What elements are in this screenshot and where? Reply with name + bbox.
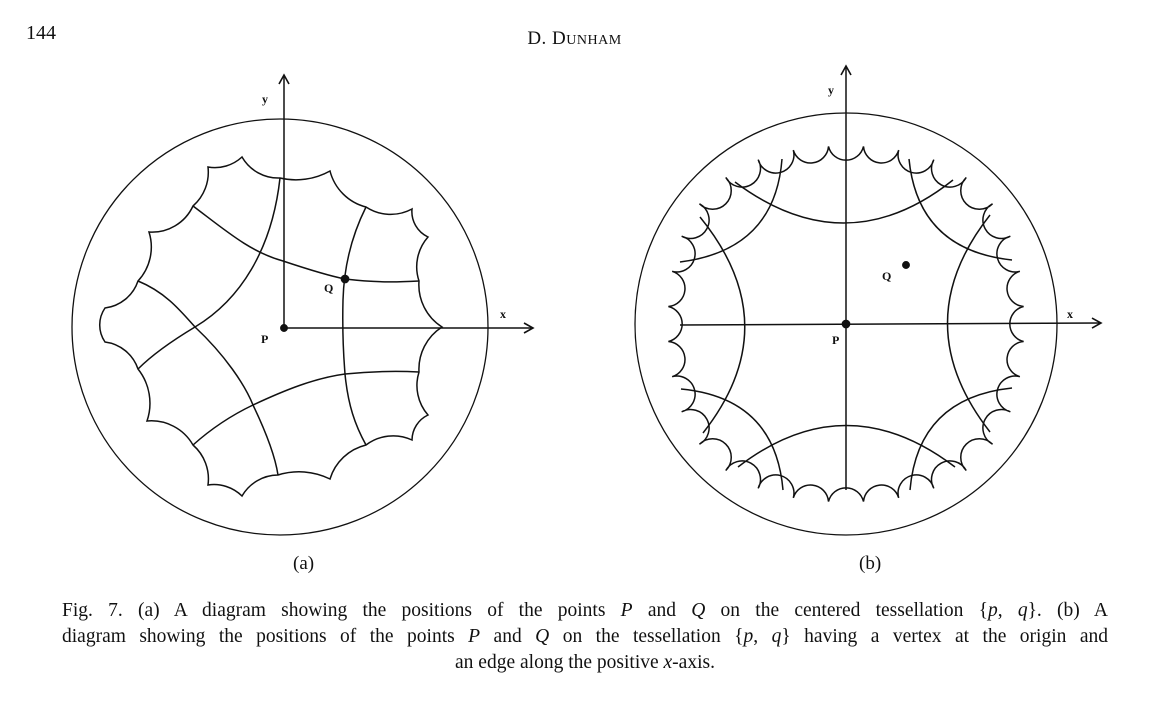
caption-text: and <box>480 626 536 647</box>
geodesic-a4 <box>192 370 420 446</box>
caption-line-3: an edge along the positive x-axis. <box>62 652 1108 674</box>
caption-text: on the tessellation { <box>549 626 744 647</box>
caption-text: diagram showing the positions of the poi… <box>62 626 469 647</box>
p-label-b: P <box>832 333 839 347</box>
caption-math: Q <box>535 626 550 647</box>
geodesic-b-top <box>734 179 954 224</box>
caption-math: Q <box>691 600 706 621</box>
caption-text: } having a vertex at the origin and <box>781 626 1108 647</box>
disk-boundary-a <box>71 118 489 536</box>
caption-text: -axis. <box>672 652 715 673</box>
point-q-a <box>340 274 350 284</box>
caption-text: , <box>753 626 772 647</box>
geodesic-b-tr <box>908 158 1013 261</box>
caption-line-1: Fig. 7. (a) A diagram showing the positi… <box>62 600 1108 622</box>
running-head-initial: D. D <box>527 28 567 49</box>
y-label-a: y <box>262 92 268 106</box>
caption-math: p <box>743 626 754 647</box>
caption-math: x <box>663 652 673 673</box>
caption-line-2: diagram showing the positions of the poi… <box>62 626 1108 648</box>
caption-text: an edge along the positive <box>455 652 664 673</box>
y-label-b: y <box>828 83 834 97</box>
x-label-a: x <box>500 307 506 321</box>
point-q-b <box>902 261 910 269</box>
caption-text: Fig. 7. (a) A diagram showing the positi… <box>62 600 621 621</box>
point-p-a <box>280 324 288 332</box>
page-number: 144 <box>26 22 56 44</box>
caption-math: P <box>468 626 481 647</box>
caption-math: q <box>771 626 782 647</box>
geodesic-a2 <box>192 205 420 283</box>
p-label-a: P <box>261 332 268 346</box>
diagram-b <box>634 64 1103 536</box>
caption-math: P <box>620 600 633 621</box>
geodesic-b-tl <box>679 158 783 263</box>
caption-text: on the centered tessellation { <box>705 600 988 621</box>
geodesic-a1 <box>137 177 281 370</box>
running-head: D. DUNHAM <box>0 28 1149 50</box>
running-head-rest: UNHAM <box>566 33 622 48</box>
caption-text: , <box>997 600 1018 621</box>
tessellation-outline-b <box>668 146 1024 502</box>
caption-math: p <box>987 600 998 621</box>
point-p-b <box>841 319 851 329</box>
geodesic-b-bl <box>680 388 784 491</box>
geodesic-b-br <box>909 387 1013 491</box>
diagram-a <box>71 73 535 536</box>
geodesic-a5 <box>341 206 367 446</box>
subfigure-label-a: (a) <box>293 553 315 574</box>
x-axis-b <box>679 317 1103 329</box>
caption-math: q <box>1017 600 1028 621</box>
caption-text: }. (b) A <box>1027 600 1109 621</box>
q-label-b: Q <box>882 269 891 283</box>
geodesic-a3 <box>137 280 279 476</box>
x-label-b: x <box>1067 307 1073 321</box>
q-label-a: Q <box>324 281 333 295</box>
caption-text: and <box>632 600 692 621</box>
subfigure-label-b: (b) <box>859 553 882 574</box>
tessellation-outline-a <box>98 155 444 498</box>
